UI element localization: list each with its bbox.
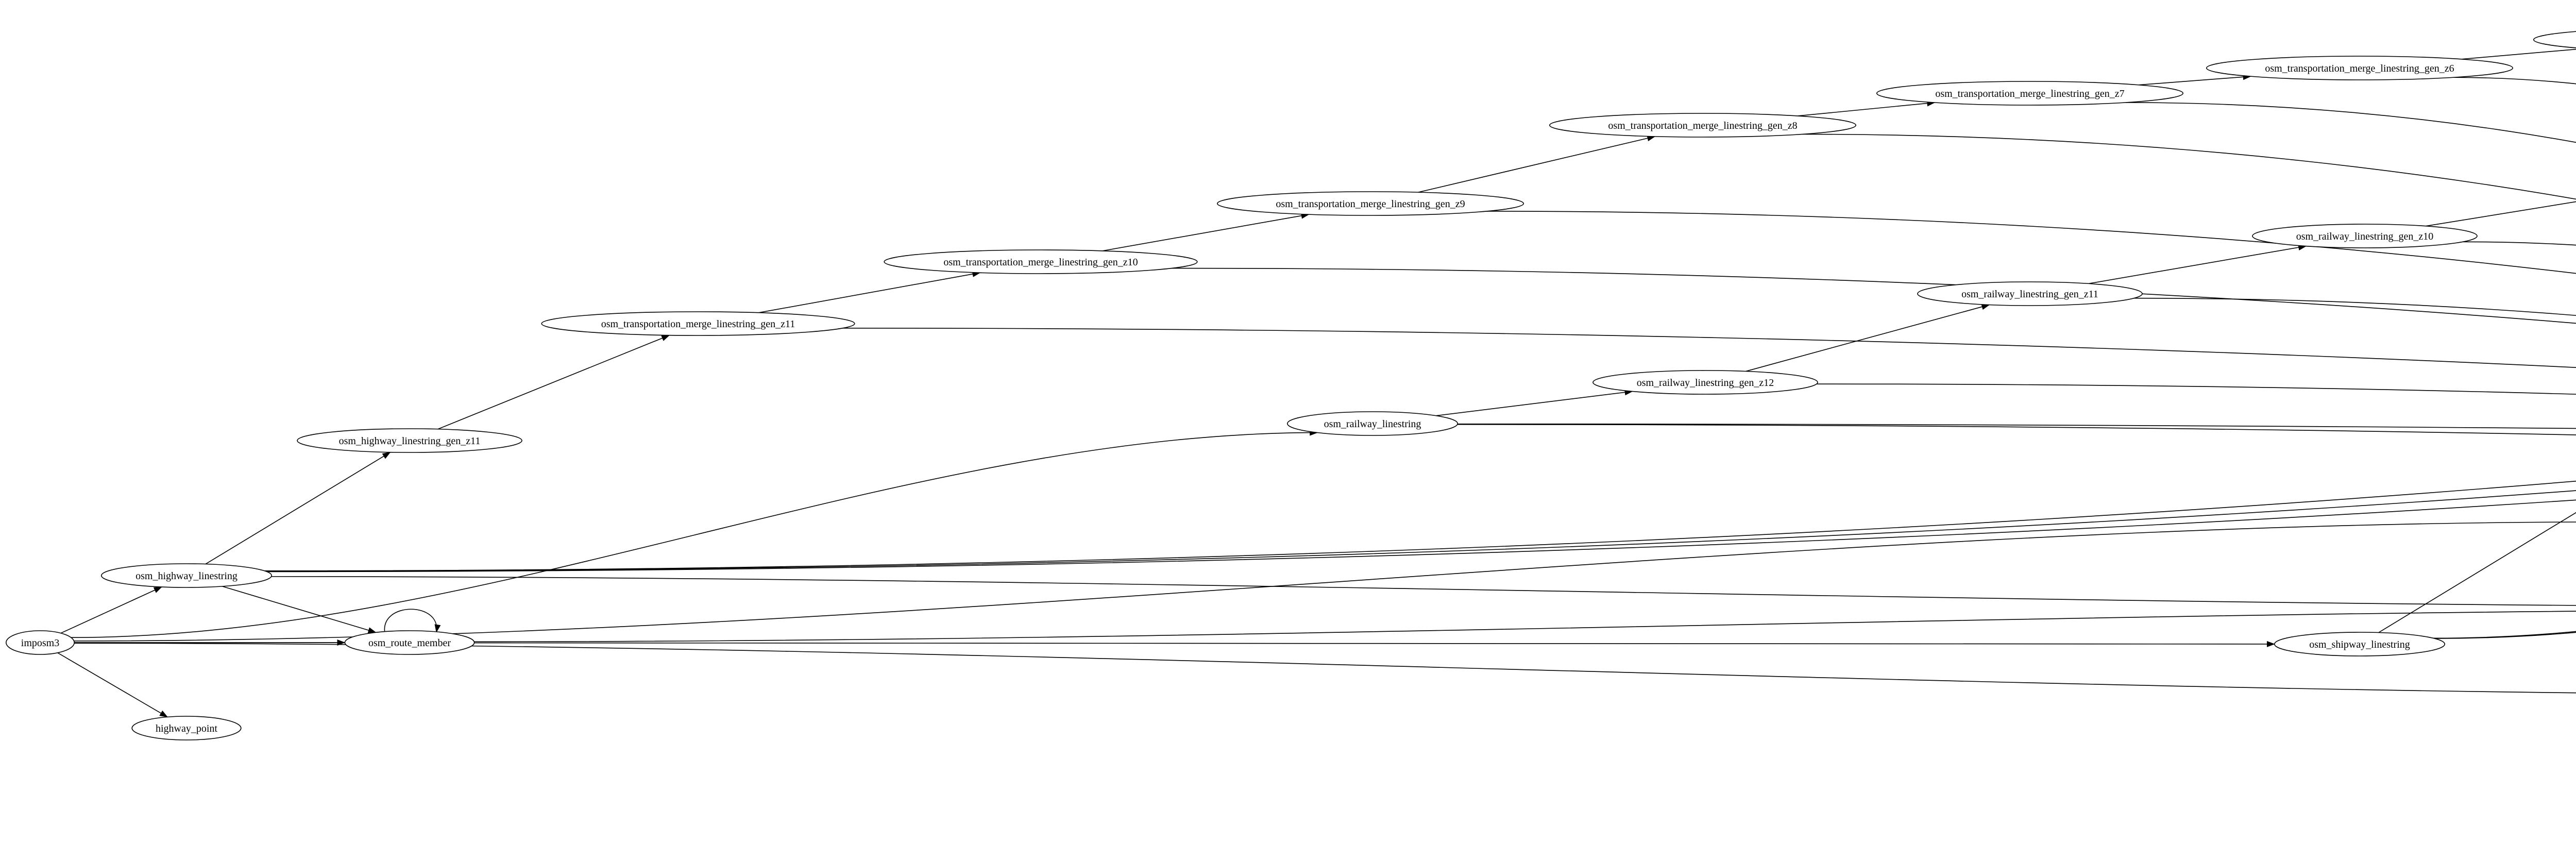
node-osm_transportation_merge_linestring_gen_z6: osm_transportation_merge_linestring_gen_… (2206, 56, 2513, 80)
edge-imposm3-to-highway_point (57, 652, 168, 718)
node-ellipse (101, 563, 272, 588)
node-label: osm_railway_linestring_gen_z10 (2296, 231, 2434, 242)
node-osm_shipway_linestring: osm_shipway_linestring (2274, 632, 2445, 656)
node-osm_transportation_merge_linestring_gen_z7: osm_transportation_merge_linestring_gen_… (1876, 81, 2184, 106)
node-osm_highway_linestring_gen_z11: osm_highway_linestring_gen_z11 (297, 428, 522, 453)
edge-osm_highway_linestring-to-row-z12 (264, 480, 2576, 571)
edge-osm_highway_linestring_gen_z11-to-osm_transportation_merge_linestring_gen_z11 (437, 334, 670, 430)
node-ellipse (541, 311, 855, 336)
node-osm_transportation_merge_linestring_gen_z11: osm_transportation_merge_linestring_gen_… (541, 311, 855, 336)
edge-osm_railway_linestring-to-osm_railway_linestring_gen_z12 (1436, 389, 1633, 416)
node-osm_transportation_merge_linestring_gen_z10: osm_transportation_merge_linestring_gen_… (884, 249, 1198, 274)
edge-osm_railway_linestring_gen_z11-to-osm_railway_linestring_gen_z10 (2088, 244, 2307, 284)
edge-osm_highway_linestring-to-row-z14+ (267, 499, 2576, 572)
node-ellipse (344, 630, 475, 655)
edge-osm_transportation_merge_linestring_gen_z11-to-osm_transportation_merge_linestring_gen_z10 (758, 271, 981, 313)
edge-osm_transportation_merge_linestring_gen_z10-to-osm_transportation_merge_linestring_gen_z9 (1102, 212, 1310, 251)
node-label: osm_railway_linestring (1324, 418, 1421, 430)
node-osm_transportation_merge_linestring_gen_z8: osm_transportation_merge_linestring_gen_… (1549, 113, 1857, 138)
edge-osm_route_member-to-osm_route_member (384, 609, 441, 634)
node-ellipse (2533, 31, 2576, 48)
edge-osm_railway_linestring_gen_z11-to-row-z11 (2133, 297, 2576, 316)
node-osm_transportation_merge_linestring_gen_z5: osm_transportation_merge_linestring_gen_… (2533, 31, 2576, 48)
node-osm_transportation_merge_linestring_gen_z9: osm_transportation_merge_linestring_gen_… (1217, 191, 1524, 216)
node-label: osm_railway_linestring_gen_z12 (1637, 377, 1774, 389)
edge-osm_railway_linestring-to-row-z14+ (1457, 424, 2576, 435)
edge-osm_transportation_merge_linestring_gen_z10-to-row-z10 (1172, 267, 2576, 324)
node-osm_railway_linestring_gen_z11: osm_railway_linestring_gen_z11 (1917, 281, 2143, 306)
node-ellipse (2252, 224, 2478, 248)
edge-imposm3-to-osm_highway_polygon (74, 643, 2576, 694)
node-osm_railway_linestring: osm_railway_linestring (1287, 411, 1459, 436)
edge-imposm3-to-osm_highway_linestring (60, 586, 162, 634)
node-ellipse (6, 630, 75, 655)
edge-osm_route_member-to-osm_transportation_name_network (474, 611, 2576, 643)
node-label: osm_transportation_merge_linestring_gen_… (2265, 63, 2454, 74)
node-osm_highway_linestring: osm_highway_linestring (101, 563, 272, 588)
node-ellipse (1876, 81, 2184, 106)
edge-osm_highway_linestring-to-osm_route_member (222, 586, 377, 633)
edge-osm_transportation_merge_linestring_gen_z9-to-osm_transportation_merge_linestring_gen_z8 (1418, 135, 1656, 193)
node-ellipse (1592, 370, 1818, 395)
node-label: highway_point (156, 723, 217, 734)
node-highway_point: highway_point (131, 716, 242, 740)
node-ellipse (1917, 281, 2143, 306)
edge-osm_transportation_merge_linestring_gen_z6-to-row-z6 (2453, 77, 2576, 85)
node-ellipse (1287, 411, 1459, 436)
node-ellipse (1549, 113, 1857, 138)
node-ellipse (297, 428, 522, 453)
edge-osm_transportation_merge_linestring_gen_z9-to-row-z9 (1487, 211, 2576, 274)
node-label: osm_transportation_merge_linestring_gen_… (601, 318, 795, 330)
node-label: osm_highway_linestring (135, 570, 238, 582)
edge-imposm3-to-osm_railway_linestring (71, 429, 1318, 638)
node-label: osm_shipway_linestring (2309, 639, 2410, 650)
edge-osm_transportation_merge_linestring_gen_z7-to-osm_transportation_merge_linestring_gen_z6 (2139, 74, 2251, 86)
node-osm_route_member: osm_route_member (344, 630, 475, 655)
node-label: imposm3 (21, 637, 59, 649)
edge-osm_transportation_merge_linestring_gen_z6-to-osm_transportation_merge_linestring_gen_z5 (2461, 48, 2576, 60)
edge-osm_shipway_linestring-to-row-z14+ (2434, 632, 2576, 639)
node-ellipse (1217, 191, 1524, 216)
node-osm_railway_linestring_gen_z10: osm_railway_linestring_gen_z10 (2252, 224, 2478, 248)
node-ellipse (2274, 632, 2445, 656)
node-ellipse (131, 716, 242, 740)
node-label: osm_transportation_merge_linestring_gen_… (943, 257, 1138, 268)
edge-osm_highway_linestring-to-osm_highway_linestring_gen_z11 (205, 451, 391, 565)
node-label: osm_transportation_merge_linestring_gen_… (1608, 120, 1797, 131)
edge-osm_transportation_merge_linestring_gen_z8-to-row-z8 (1802, 133, 2576, 200)
edge-osm_railway_linestring-to-row-z13 (1458, 423, 2576, 429)
node-ellipse (2206, 56, 2513, 80)
node-imposm3: imposm3 (6, 630, 75, 655)
edge-osm_railway_linestring_gen_z10-to-osm_railway_linestring_gen_z9 (2426, 201, 2576, 227)
edge-osm_highway_linestring-to-osm_transportation_name_network (271, 576, 2576, 606)
edge-osm_transportation_merge_linestring_gen_z7-to-row-z7 (2125, 102, 2576, 143)
node-label: osm_transportation_merge_linestring_gen_… (1276, 198, 1465, 210)
edge-osm_transportation_merge_linestring_gen_z8-to-osm_transportation_merge_linestring_gen_z7 (1798, 100, 1936, 116)
edge-osm_transportation_merge_linestring_gen_z11-to-row-z11 (842, 327, 2576, 368)
edge-osm_highway_linestring-to-row-z13 (265, 490, 2576, 572)
node-label: osm_transportation_merge_linestring_gen_… (1935, 88, 2124, 99)
node-osm_railway_linestring_gen_z12: osm_railway_linestring_gen_z12 (1592, 370, 1818, 395)
edge-osm_shipway_linestring-to-row-z13 (2433, 631, 2576, 639)
edge-osm_railway_linestring_gen_z12-to-osm_railway_linestring_gen_z11 (1745, 304, 1990, 372)
edge-osm_railway_linestring_gen_z12-to-row-z12 (1816, 383, 2576, 395)
node-label: osm_route_member (368, 637, 451, 649)
node-label: osm_highway_linestring_gen_z11 (339, 435, 481, 447)
edge-osm_shipway_linestring-to-osm_shipway_linestring_gen_z12 (2378, 512, 2576, 633)
node-ellipse (884, 249, 1198, 274)
edge-imposm3-to-osm_aerialway_linestring (74, 521, 2576, 642)
node-label: osm_railway_linestring_gen_z11 (1961, 289, 2098, 300)
